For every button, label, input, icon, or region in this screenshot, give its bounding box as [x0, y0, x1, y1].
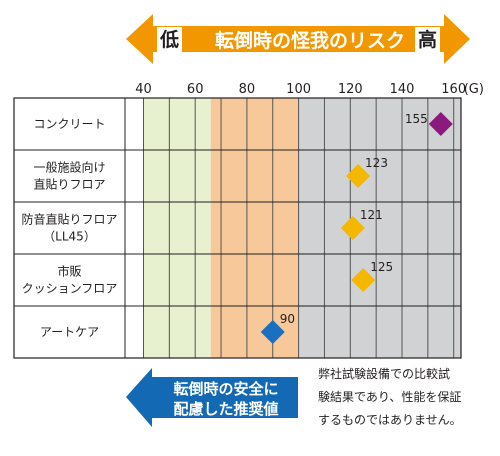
risk-high-label: 高 [418, 28, 437, 51]
category-label: （LL45） [43, 230, 96, 244]
category-label: コンクリート [33, 117, 105, 131]
note-line: するものではありません。 [318, 413, 462, 427]
note-line: 弊社試験設備での比較試 [318, 366, 450, 381]
x-tick-label: 120 [338, 82, 363, 97]
data-point-marker [260, 320, 285, 344]
data-value-label: 121 [360, 208, 383, 222]
x-tick-label: 160 [441, 82, 466, 97]
x-tick-label: 80 [239, 82, 256, 97]
data-value-label: 155 [405, 112, 428, 126]
note-line: 験結果であり、性能を保証 [318, 389, 461, 404]
data-point-marker [351, 268, 376, 292]
data-point-marker [340, 216, 365, 240]
data-point-marker [346, 164, 371, 188]
data-point-marker [428, 112, 453, 136]
data-value-label: 90 [280, 312, 295, 326]
recommended-label-line: 配慮した推奨値 [173, 400, 278, 418]
zone [298, 98, 461, 358]
risk-high-box [415, 27, 440, 52]
category-label: 防音直貼りフロア [21, 212, 117, 227]
risk-low-label: 低 [159, 28, 179, 51]
x-tick-label: 100 [286, 82, 311, 97]
recommended-label-line: 転倒時の安全に [173, 380, 278, 398]
category-label: 一般施設向け [33, 160, 105, 175]
data-points: 155 123 121 125 90 [260, 112, 453, 344]
category-rows [13, 97, 462, 359]
risk-arrow-shape [126, 14, 470, 64]
category-label: 市販 [57, 264, 81, 279]
data-value-label: 125 [370, 260, 393, 274]
recommended-arrow: 転倒時の安全に 配慮した推奨値 [126, 368, 298, 427]
disclaimer-note: 弊社試験設備での比較試 験結果であり、性能を保証 するものではありません。 [318, 366, 462, 427]
background-zones [143, 98, 461, 358]
category-label: アートケア [40, 325, 99, 339]
recommended-arrow-shape [126, 368, 298, 427]
category-label: 直貼りフロア [33, 177, 105, 192]
x-axis-unit: (G) [464, 82, 484, 97]
risk-arrow: 低 転倒時の怪我のリスク 高 [126, 14, 470, 64]
category-label: クッションフロア [22, 282, 118, 296]
chart-frame [13, 97, 462, 359]
x-tick-label: 140 [390, 82, 415, 97]
label-column [14, 98, 125, 358]
data-value-label: 123 [365, 156, 388, 170]
x-tick-label: 60 [187, 82, 204, 97]
x-axis-ticks: 40 60 80 100 120 140 160(G) [135, 82, 484, 97]
risk-low-box [157, 27, 182, 52]
chart-title: 転倒時の怪我のリスク [215, 29, 405, 52]
gridlines [143, 98, 455, 358]
x-tick-label: 40 [135, 82, 152, 97]
zone [210, 98, 299, 358]
zone [143, 98, 211, 358]
